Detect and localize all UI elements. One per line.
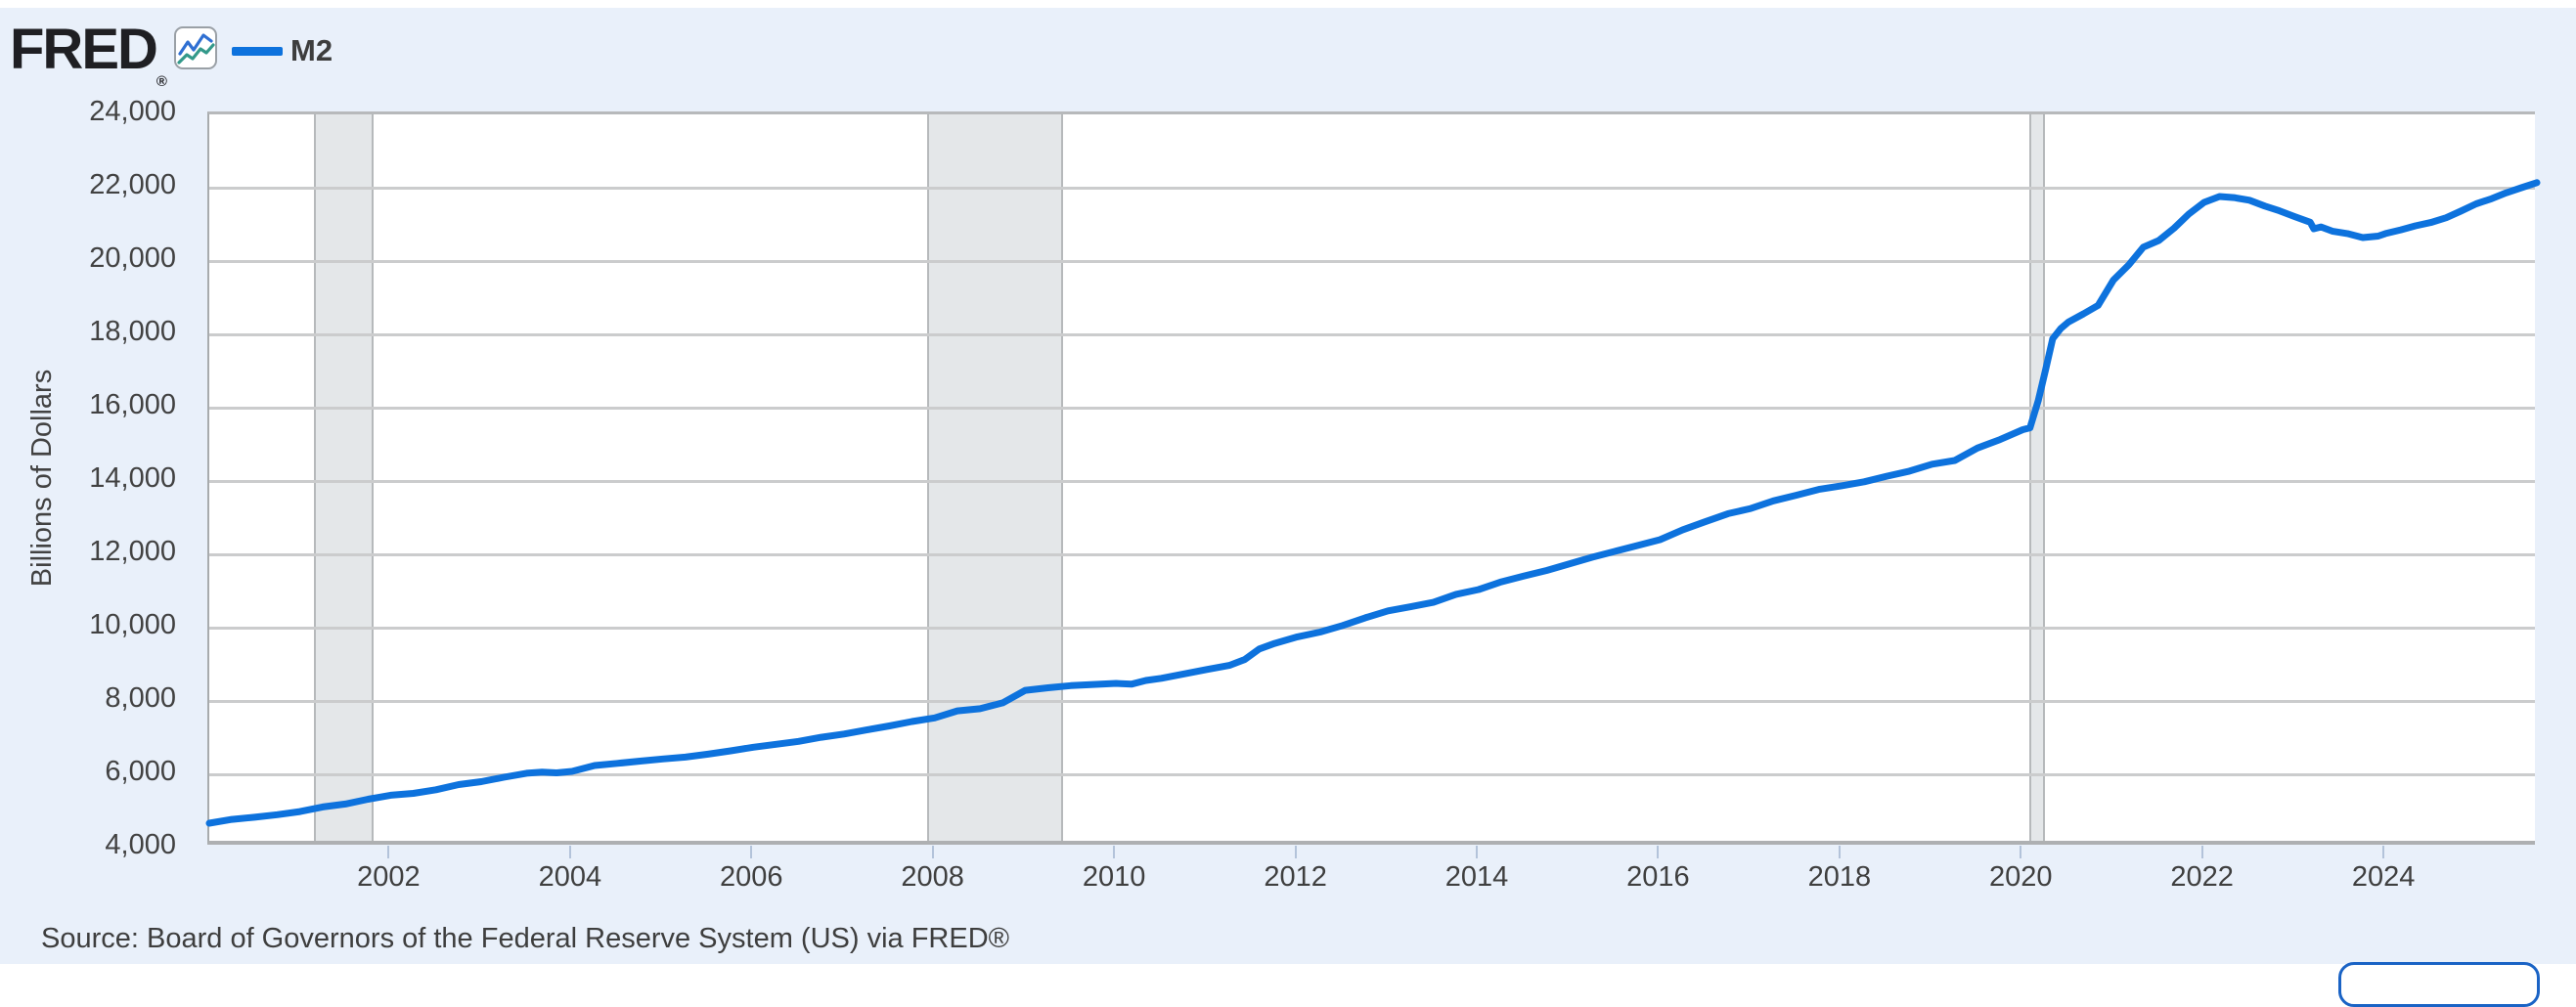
x-axis-tick [568, 846, 571, 858]
x-axis-tick [2020, 846, 2022, 858]
x-axis-tick-label: 2024 [2351, 861, 2416, 893]
gridline [209, 552, 2535, 556]
x-axis-tick [1294, 846, 1297, 858]
x-axis-tick-label: 2022 [2170, 861, 2234, 893]
x-axis-tick [750, 846, 753, 858]
gridline [209, 406, 2535, 410]
x-axis-tick-label: 2002 [357, 861, 421, 893]
y-axis-tick-label: 14,000 [89, 462, 176, 494]
x-axis-tick [1657, 846, 1660, 858]
y-axis-tick-label: 16,000 [89, 389, 176, 420]
x-axis-tick [1838, 846, 1841, 858]
gridline [209, 699, 2535, 703]
recession-band [927, 114, 1064, 841]
x-axis-tick [1113, 846, 1116, 858]
gridline [209, 259, 2535, 263]
gridline [209, 186, 2535, 190]
x-axis-tick [387, 846, 390, 858]
x-axis-tick-label: 2006 [720, 861, 783, 893]
x-axis-tick [1476, 846, 1478, 858]
x-axis-tick-label: 2004 [538, 861, 602, 893]
source-text: Source: Board of Governors of the Federa… [41, 923, 1010, 954]
gridline [209, 479, 2535, 483]
y-axis-tick-label: 10,000 [89, 609, 176, 640]
fred-logo-text: FRED [10, 18, 158, 81]
gridline [209, 626, 2535, 630]
x-axis-tick [931, 846, 934, 858]
fred-logo[interactable]: FRED® [10, 22, 167, 91]
x-axis-tick-label: 2014 [1444, 861, 1509, 893]
x-axis-tick [2382, 846, 2385, 858]
plot-area[interactable] [205, 111, 2541, 845]
x-axis-tick-label: 2018 [1807, 861, 1872, 893]
recession-band [313, 114, 374, 841]
x-axis-tick-label: 2010 [1082, 861, 1146, 893]
legend-label-m2: M2 [290, 33, 333, 67]
y-axis-tick-label: 12,000 [89, 536, 176, 567]
registered-mark: ® [155, 73, 167, 90]
x-axis-tick-label: 2016 [1626, 861, 1690, 893]
fred-chart-icon [174, 26, 217, 69]
y-axis-tick-label: 22,000 [89, 169, 176, 200]
m2-line-swatch [232, 47, 283, 56]
recession-band [2028, 114, 2045, 841]
x-axis-tick-label: 2020 [1989, 861, 2053, 893]
y-axis-tick-label: 18,000 [89, 316, 176, 347]
gridline [209, 772, 2535, 776]
m2-series-svg [205, 179, 2541, 827]
x-axis-tick-label: 2008 [901, 861, 964, 893]
y-axis-tick-label: 24,000 [89, 96, 176, 127]
gridline [209, 332, 2535, 336]
chart-lines-icon [177, 33, 215, 65]
y-axis-tick-label: 20,000 [89, 242, 176, 274]
x-axis-tick [2200, 846, 2203, 858]
y-axis-tick-label: 8,000 [105, 682, 176, 714]
m2-series-line [205, 179, 2541, 827]
page-background: FRED® M2 Billions of Dollars 24,000 22,00… [0, 8, 2576, 1007]
cropped-action-button[interactable] [2338, 962, 2540, 1007]
y-axis-tick-label: 4,000 [105, 829, 176, 860]
x-axis-tick-label: 2012 [1264, 861, 1327, 893]
y-axis-tick-label: 6,000 [105, 756, 176, 787]
